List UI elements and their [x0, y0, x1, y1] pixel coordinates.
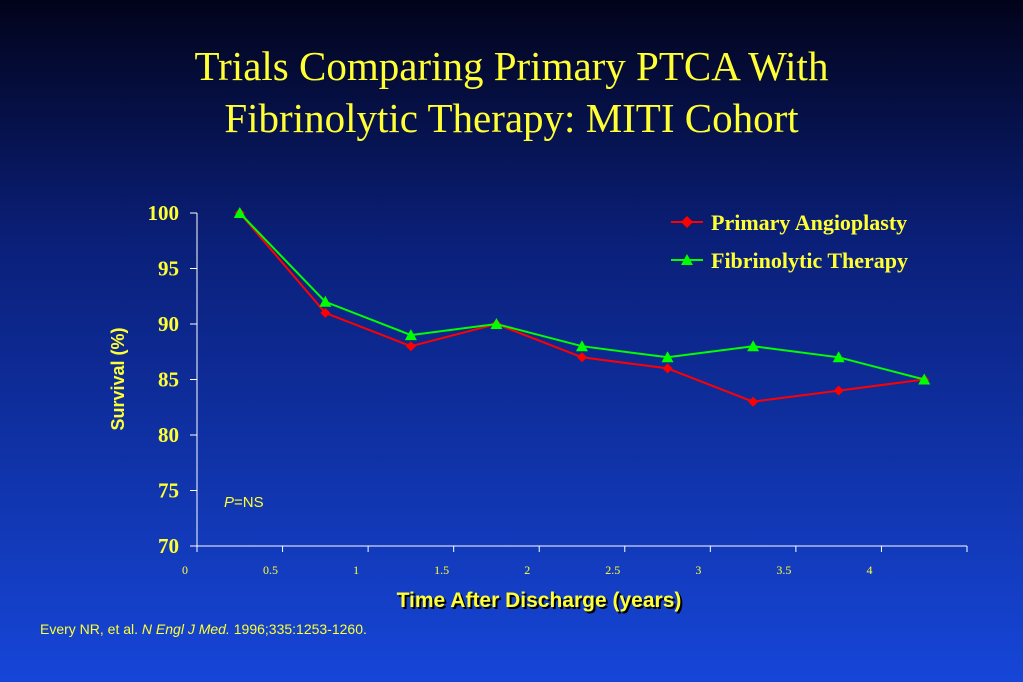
x-tick-label: 3 [695, 563, 701, 577]
legend-label-fibrinolytic-therapy: Fibrinolytic Therapy [711, 248, 908, 273]
legend: Primary Angioplasty Fibrinolytic Therapy [671, 210, 908, 273]
x-tick-label: 0 [182, 563, 188, 577]
x-tick-label: 4 [866, 563, 872, 577]
citation-authors: Every NR, et al. [40, 621, 142, 637]
p-value-annotation: P=NS [224, 494, 264, 511]
data-point-fibrinolytic-therapy [832, 351, 845, 363]
legend-label-primary-angioplasty: Primary Angioplasty [711, 210, 907, 235]
data-point-fibrinolytic-therapy [661, 351, 674, 363]
citation-details: 1996;335:1253-1260. [229, 621, 367, 637]
x-tick-label: 1 [353, 563, 359, 577]
p-value-symbol: P [224, 494, 234, 511]
data-point-fibrinolytic-therapy [490, 318, 503, 329]
y-axis-label: Survival (%) [108, 327, 128, 430]
series-line-primary-angioplasty [239, 212, 925, 403]
y-tick-label: 100 [148, 201, 180, 225]
data-point-fibrinolytic-therapy [404, 329, 417, 341]
x-tick-label: 0.5 [263, 563, 278, 577]
title-line-1: Trials Comparing Primary PTCA With [194, 43, 829, 89]
p-value-text: =NS [234, 494, 264, 511]
legend-marker-primary-angioplasty [681, 216, 693, 228]
data-point-fibrinolytic-therapy [918, 373, 931, 385]
x-tick-labels: 0 0.5 1 1.5 2 2.5 3 3.5 4 [182, 563, 872, 577]
citation: Every NR, et al. N Engl J Med. 1996;335:… [40, 621, 367, 637]
x-tick-label: 1.5 [434, 563, 449, 577]
chart-axes [190, 212, 968, 552]
data-point-fibrinolytic-therapy [319, 295, 332, 307]
y-tick-label: 70 [158, 534, 179, 558]
x-axis-label: Time After Discharge (years) [397, 589, 682, 612]
x-tick-label: 2 [524, 563, 530, 577]
slide-title: Trials Comparing Primary PTCA With Fibri… [0, 40, 1023, 144]
y-tick-labels: 70 75 80 85 90 95 100 [148, 201, 180, 558]
x-tick-label: 2.5 [605, 563, 620, 577]
x-tick-label: 3.5 [776, 563, 791, 577]
x-axis-label-shadow: Time After Discharge (years) [399, 591, 684, 614]
data-point-primary-angioplasty [662, 363, 673, 374]
data-point-primary-angioplasty [748, 396, 759, 407]
data-point-primary-angioplasty [320, 307, 331, 318]
y-tick-label: 90 [158, 312, 179, 336]
y-tick-label: 80 [158, 423, 179, 447]
citation-journal: N Engl J Med. [141, 621, 230, 637]
data-point-primary-angioplasty [833, 385, 844, 396]
y-tick-label: 95 [158, 257, 179, 281]
data-point-primary-angioplasty [405, 341, 416, 352]
y-tick-label: 75 [158, 479, 179, 503]
chart-series [233, 207, 931, 407]
data-point-fibrinolytic-therapy [576, 340, 588, 352]
legend-marker-fibrinolytic-therapy [681, 254, 693, 265]
y-tick-label: 85 [158, 368, 179, 392]
data-point-fibrinolytic-therapy [747, 340, 760, 352]
data-point-primary-angioplasty [577, 352, 587, 363]
title-line-2: Fibrinolytic Therapy: MITI Cohort [224, 95, 799, 141]
data-point-fibrinolytic-therapy [233, 207, 246, 218]
